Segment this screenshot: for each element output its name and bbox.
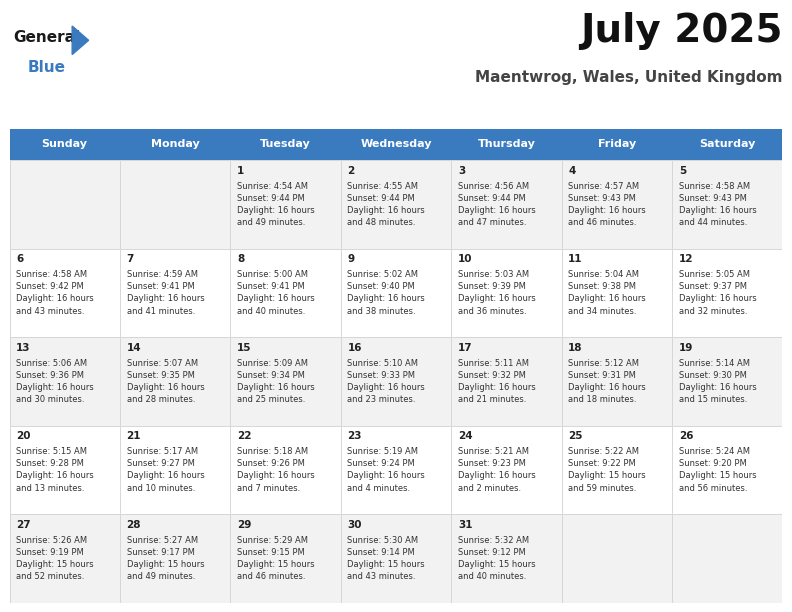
Text: Sunrise: 5:21 AM
Sunset: 9:23 PM
Daylight: 16 hours
and 2 minutes.: Sunrise: 5:21 AM Sunset: 9:23 PM Dayligh… xyxy=(458,447,535,493)
Text: 19: 19 xyxy=(679,343,693,353)
Text: Sunrise: 4:58 AM
Sunset: 9:43 PM
Daylight: 16 hours
and 44 minutes.: Sunrise: 4:58 AM Sunset: 9:43 PM Dayligh… xyxy=(679,182,756,227)
Text: Sunrise: 5:14 AM
Sunset: 9:30 PM
Daylight: 16 hours
and 15 minutes.: Sunrise: 5:14 AM Sunset: 9:30 PM Dayligh… xyxy=(679,359,756,404)
Text: Sunrise: 5:10 AM
Sunset: 9:33 PM
Daylight: 16 hours
and 23 minutes.: Sunrise: 5:10 AM Sunset: 9:33 PM Dayligh… xyxy=(348,359,425,404)
Text: 26: 26 xyxy=(679,431,693,441)
Text: Sunrise: 4:59 AM
Sunset: 9:41 PM
Daylight: 16 hours
and 41 minutes.: Sunrise: 4:59 AM Sunset: 9:41 PM Dayligh… xyxy=(127,270,204,316)
Text: 20: 20 xyxy=(16,431,31,441)
Text: Thursday: Thursday xyxy=(478,140,535,149)
Text: Sunrise: 5:18 AM
Sunset: 9:26 PM
Daylight: 16 hours
and 7 minutes.: Sunrise: 5:18 AM Sunset: 9:26 PM Dayligh… xyxy=(237,447,314,493)
Text: July 2025: July 2025 xyxy=(580,12,782,50)
Text: Sunrise: 5:11 AM
Sunset: 9:32 PM
Daylight: 16 hours
and 21 minutes.: Sunrise: 5:11 AM Sunset: 9:32 PM Dayligh… xyxy=(458,359,535,404)
Text: Sunrise: 5:32 AM
Sunset: 9:12 PM
Daylight: 15 hours
and 40 minutes.: Sunrise: 5:32 AM Sunset: 9:12 PM Dayligh… xyxy=(458,536,535,581)
Text: 3: 3 xyxy=(458,166,465,176)
Text: 15: 15 xyxy=(237,343,252,353)
Text: Sunrise: 5:24 AM
Sunset: 9:20 PM
Daylight: 15 hours
and 56 minutes.: Sunrise: 5:24 AM Sunset: 9:20 PM Dayligh… xyxy=(679,447,756,493)
Text: Sunrise: 5:02 AM
Sunset: 9:40 PM
Daylight: 16 hours
and 38 minutes.: Sunrise: 5:02 AM Sunset: 9:40 PM Dayligh… xyxy=(348,270,425,316)
Text: Maentwrog, Wales, United Kingdom: Maentwrog, Wales, United Kingdom xyxy=(475,70,782,86)
Text: 6: 6 xyxy=(16,254,24,264)
Text: Sunrise: 5:00 AM
Sunset: 9:41 PM
Daylight: 16 hours
and 40 minutes.: Sunrise: 5:00 AM Sunset: 9:41 PM Dayligh… xyxy=(237,270,314,316)
Text: 13: 13 xyxy=(16,343,31,353)
Text: Sunrise: 5:05 AM
Sunset: 9:37 PM
Daylight: 16 hours
and 32 minutes.: Sunrise: 5:05 AM Sunset: 9:37 PM Dayligh… xyxy=(679,270,756,316)
Text: Sunrise: 5:30 AM
Sunset: 9:14 PM
Daylight: 15 hours
and 43 minutes.: Sunrise: 5:30 AM Sunset: 9:14 PM Dayligh… xyxy=(348,536,425,581)
Text: 27: 27 xyxy=(16,520,31,529)
Text: Sunrise: 4:55 AM
Sunset: 9:44 PM
Daylight: 16 hours
and 48 minutes.: Sunrise: 4:55 AM Sunset: 9:44 PM Dayligh… xyxy=(348,182,425,227)
Text: Sunrise: 5:22 AM
Sunset: 9:22 PM
Daylight: 15 hours
and 59 minutes.: Sunrise: 5:22 AM Sunset: 9:22 PM Dayligh… xyxy=(569,447,646,493)
Polygon shape xyxy=(72,26,89,54)
Text: 1: 1 xyxy=(237,166,244,176)
Text: Sunrise: 4:54 AM
Sunset: 9:44 PM
Daylight: 16 hours
and 49 minutes.: Sunrise: 4:54 AM Sunset: 9:44 PM Dayligh… xyxy=(237,182,314,227)
Text: 21: 21 xyxy=(127,431,141,441)
Text: Saturday: Saturday xyxy=(699,140,756,149)
Text: Tuesday: Tuesday xyxy=(261,140,311,149)
Text: Sunrise: 5:06 AM
Sunset: 9:36 PM
Daylight: 16 hours
and 30 minutes.: Sunrise: 5:06 AM Sunset: 9:36 PM Dayligh… xyxy=(16,359,94,404)
Text: Sunrise: 5:03 AM
Sunset: 9:39 PM
Daylight: 16 hours
and 36 minutes.: Sunrise: 5:03 AM Sunset: 9:39 PM Dayligh… xyxy=(458,270,535,316)
Text: General: General xyxy=(13,29,81,45)
Text: Sunrise: 5:09 AM
Sunset: 9:34 PM
Daylight: 16 hours
and 25 minutes.: Sunrise: 5:09 AM Sunset: 9:34 PM Dayligh… xyxy=(237,359,314,404)
Text: 22: 22 xyxy=(237,431,252,441)
Text: Sunrise: 5:19 AM
Sunset: 9:24 PM
Daylight: 16 hours
and 4 minutes.: Sunrise: 5:19 AM Sunset: 9:24 PM Dayligh… xyxy=(348,447,425,493)
Text: 4: 4 xyxy=(569,166,576,176)
Text: Sunday: Sunday xyxy=(42,140,88,149)
Text: Wednesday: Wednesday xyxy=(360,140,432,149)
Text: 8: 8 xyxy=(237,254,244,264)
Text: 2: 2 xyxy=(348,166,355,176)
Text: Sunrise: 4:58 AM
Sunset: 9:42 PM
Daylight: 16 hours
and 43 minutes.: Sunrise: 4:58 AM Sunset: 9:42 PM Dayligh… xyxy=(16,270,94,316)
Text: 30: 30 xyxy=(348,520,362,529)
Text: Sunrise: 5:04 AM
Sunset: 9:38 PM
Daylight: 16 hours
and 34 minutes.: Sunrise: 5:04 AM Sunset: 9:38 PM Dayligh… xyxy=(569,270,646,316)
Text: Sunrise: 5:29 AM
Sunset: 9:15 PM
Daylight: 15 hours
and 46 minutes.: Sunrise: 5:29 AM Sunset: 9:15 PM Dayligh… xyxy=(237,536,314,581)
Text: Friday: Friday xyxy=(598,140,636,149)
Text: Sunrise: 5:27 AM
Sunset: 9:17 PM
Daylight: 15 hours
and 49 minutes.: Sunrise: 5:27 AM Sunset: 9:17 PM Dayligh… xyxy=(127,536,204,581)
Text: Sunrise: 4:57 AM
Sunset: 9:43 PM
Daylight: 16 hours
and 46 minutes.: Sunrise: 4:57 AM Sunset: 9:43 PM Dayligh… xyxy=(569,182,646,227)
Text: 9: 9 xyxy=(348,254,355,264)
Text: 7: 7 xyxy=(127,254,134,264)
Text: 28: 28 xyxy=(127,520,141,529)
Text: 16: 16 xyxy=(348,343,362,353)
Text: 17: 17 xyxy=(458,343,473,353)
Text: 25: 25 xyxy=(569,431,583,441)
Text: Sunrise: 5:17 AM
Sunset: 9:27 PM
Daylight: 16 hours
and 10 minutes.: Sunrise: 5:17 AM Sunset: 9:27 PM Dayligh… xyxy=(127,447,204,493)
Text: Sunrise: 5:26 AM
Sunset: 9:19 PM
Daylight: 15 hours
and 52 minutes.: Sunrise: 5:26 AM Sunset: 9:19 PM Dayligh… xyxy=(16,536,93,581)
Text: Sunrise: 4:56 AM
Sunset: 9:44 PM
Daylight: 16 hours
and 47 minutes.: Sunrise: 4:56 AM Sunset: 9:44 PM Dayligh… xyxy=(458,182,535,227)
Text: Sunrise: 5:12 AM
Sunset: 9:31 PM
Daylight: 16 hours
and 18 minutes.: Sunrise: 5:12 AM Sunset: 9:31 PM Dayligh… xyxy=(569,359,646,404)
Text: 24: 24 xyxy=(458,431,473,441)
Text: 5: 5 xyxy=(679,166,686,176)
Text: 31: 31 xyxy=(458,520,472,529)
Text: 12: 12 xyxy=(679,254,693,264)
Text: 10: 10 xyxy=(458,254,472,264)
Text: 18: 18 xyxy=(569,343,583,353)
Text: 29: 29 xyxy=(237,520,251,529)
Text: 23: 23 xyxy=(348,431,362,441)
Text: Monday: Monday xyxy=(150,140,200,149)
Text: Sunrise: 5:15 AM
Sunset: 9:28 PM
Daylight: 16 hours
and 13 minutes.: Sunrise: 5:15 AM Sunset: 9:28 PM Dayligh… xyxy=(16,447,94,493)
Text: Blue: Blue xyxy=(28,60,66,75)
Text: Sunrise: 5:07 AM
Sunset: 9:35 PM
Daylight: 16 hours
and 28 minutes.: Sunrise: 5:07 AM Sunset: 9:35 PM Dayligh… xyxy=(127,359,204,404)
Text: 11: 11 xyxy=(569,254,583,264)
Text: 14: 14 xyxy=(127,343,141,353)
